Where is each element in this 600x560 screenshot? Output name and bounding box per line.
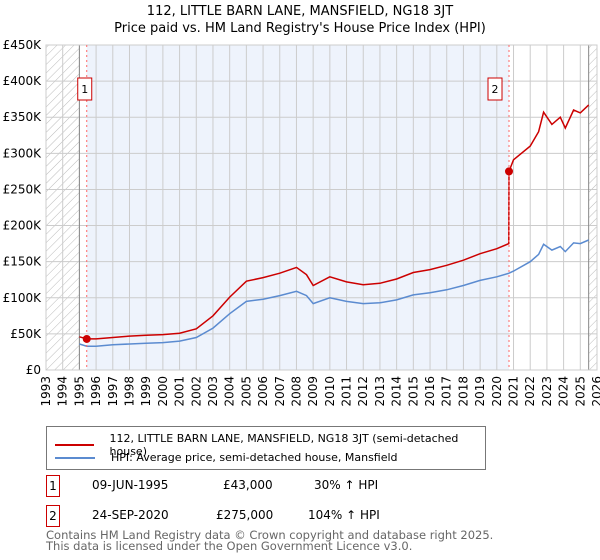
x-tick-label: 2001 (173, 376, 187, 407)
x-tick-label: 1994 (56, 376, 70, 407)
x-tick-label: 2010 (323, 376, 337, 407)
x-tick-label: 2002 (189, 376, 203, 407)
sale-marker-badge (77, 77, 93, 101)
legend: 112, LITTLE BARN LANE, MANSFIELD, NG18 3… (46, 426, 486, 470)
sale-hpi: 104% ↑ HPI (308, 508, 380, 522)
hatched-region (588, 45, 597, 370)
y-tick-label: £0 (26, 363, 41, 377)
x-tick-label: 2025 (573, 376, 587, 407)
footer-copyright: Contains HM Land Registry data © Crown c… (46, 528, 494, 542)
chart-subtitle: Price paid vs. HM Land Registry's House … (114, 21, 486, 36)
x-tick-label: 2023 (540, 376, 554, 407)
legend-label: 112, LITTLE BARN LANE, MANSFIELD, NG18 3… (109, 432, 459, 458)
x-tick-label: 2013 (373, 376, 387, 407)
footer-licence: This data is licensed under the Open Gov… (46, 539, 413, 553)
x-tick-label: 2021 (507, 376, 521, 407)
sale-hpi: 30% ↑ HPI (314, 478, 379, 492)
sale-marker-badge (487, 77, 503, 101)
y-tick-label: £300K (3, 146, 43, 160)
y-tick-label: £150K (3, 255, 43, 269)
x-tick-label: 1998 (122, 376, 136, 407)
x-tick-label: 1999 (139, 376, 153, 407)
sale-marker-label: 1 (81, 83, 88, 96)
y-tick-label: £450K (3, 38, 43, 52)
sale-row: 1 09-JUN-1995 £43,000 30% ↑ HPI (46, 475, 546, 497)
legend-swatch-blue (55, 456, 95, 459)
plot-border (45, 44, 598, 371)
x-tick-label: 2018 (456, 376, 470, 407)
x-tick-label: 2019 (473, 376, 487, 407)
x-tick-label: 2003 (206, 376, 220, 407)
x-tick-label: 2024 (557, 376, 571, 407)
x-tick-label: 2011 (340, 376, 354, 407)
sale-price: £275,000 (216, 508, 274, 522)
x-tick-label: 1995 (72, 376, 86, 407)
x-tick-label: 1993 (39, 376, 53, 407)
y-tick-label: £50K (10, 327, 42, 341)
sale-price: £43,000 (223, 478, 273, 492)
legend-item-property: 112, LITTLE BARN LANE, MANSFIELD, NG18 3… (55, 432, 485, 458)
x-tick-label: 1996 (89, 376, 103, 407)
legend-label: HPI: Average price, semi-detached house,… (111, 451, 398, 464)
y-tick-label: £250K (3, 182, 43, 196)
sale-point (505, 167, 514, 176)
sale-date: 24-SEP-2020 (92, 508, 169, 522)
hpi-line (79, 239, 589, 347)
x-tick-label: 2020 (490, 376, 504, 407)
price-paid-line (79, 104, 590, 340)
x-tick-label: 2017 (440, 376, 454, 407)
footer: Contains HM Land Registry data © Crown c… (46, 528, 494, 553)
x-tick-label: 2005 (239, 376, 253, 407)
x-tick-label: 2004 (223, 376, 237, 407)
sale-point (82, 334, 91, 343)
y-tick-label: £400K (3, 74, 43, 88)
legend-item-hpi: HPI: Average price, semi-detached house,… (55, 451, 398, 464)
x-tick-label: 2012 (356, 376, 370, 407)
sale-row: 2 24-SEP-2020 £275,000 104% ↑ HPI (46, 505, 546, 527)
x-tick-label: 2006 (256, 376, 270, 407)
y-tick-label: £350K (3, 110, 43, 124)
sale-badge: 2 (46, 505, 60, 527)
y-tick-label: £100K (3, 291, 43, 305)
y-tick-label: £200K (3, 219, 43, 233)
x-tick-label: 1997 (106, 376, 120, 407)
sale-badge: 1 (46, 475, 60, 497)
chart-title: 112, LITTLE BARN LANE, MANSFIELD, NG18 3… (146, 4, 454, 19)
x-tick-label: 2007 (273, 376, 287, 407)
x-tick-label: 2022 (523, 376, 537, 407)
sale-marker-label: 2 (492, 83, 499, 96)
x-tick-label: 2000 (156, 376, 170, 407)
x-tick-label: 2009 (306, 376, 320, 407)
x-tick-label: 2008 (289, 376, 303, 407)
x-tick-label: 2016 (423, 376, 437, 407)
ownership-shading (86, 45, 510, 370)
price-chart: £0 £50K £100K £150K £200K £250K £300K £350K £400… (3, 38, 600, 407)
sale-date: 09-JUN-1995 (92, 478, 169, 492)
x-tick-label: 2026 (590, 376, 600, 407)
x-tick-label: 2015 (406, 376, 420, 407)
x-tick-label: 2014 (390, 376, 404, 407)
legend-swatch-red (55, 444, 94, 446)
